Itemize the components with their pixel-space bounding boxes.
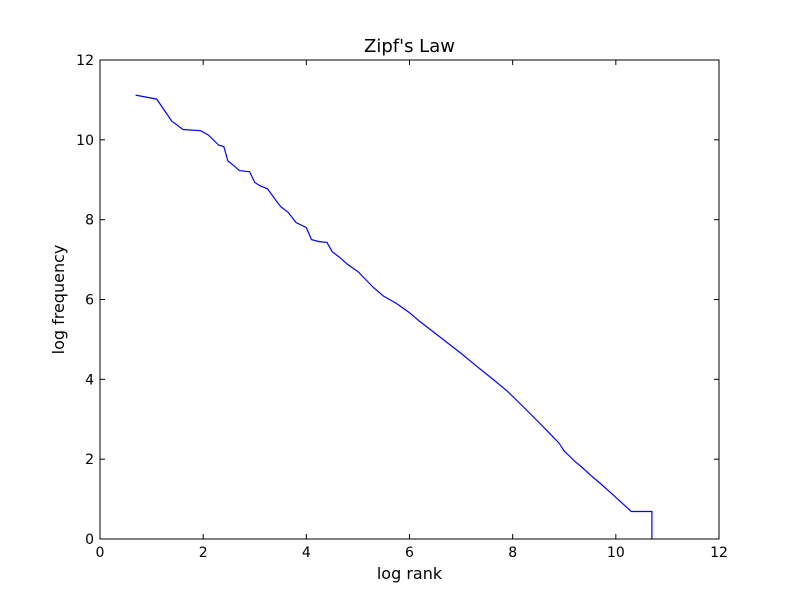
x-tick-label: 10	[607, 545, 625, 561]
plot-area	[100, 60, 719, 539]
x-tick-label: 6	[405, 545, 414, 561]
y-tick-label: 6	[85, 293, 94, 309]
y-tick-label: 10	[76, 133, 94, 149]
x-tick-label: 0	[96, 545, 105, 561]
zipf-series-line	[135, 94, 653, 539]
x-axis-label: log rank	[377, 564, 443, 583]
x-tick-label: 4	[302, 545, 311, 561]
x-tick-label: 8	[508, 545, 517, 561]
y-tick-label: 2	[85, 452, 94, 468]
plot-frame	[99, 59, 720, 540]
axis-tick-labels: 0 2 4 6 8 10 12 0 2 4 6 8 10 12	[76, 53, 728, 561]
y-tick-label: 8	[85, 213, 94, 229]
x-tick-label: 12	[710, 545, 728, 561]
y-tick-label: 0	[85, 532, 94, 548]
y-axis-label: log frequency	[49, 245, 68, 355]
y-tick-label: 4	[85, 372, 94, 388]
y-tick-label: 12	[76, 53, 94, 69]
chart-title: Zipf's Law	[364, 36, 455, 57]
x-tick-label: 2	[199, 545, 208, 561]
